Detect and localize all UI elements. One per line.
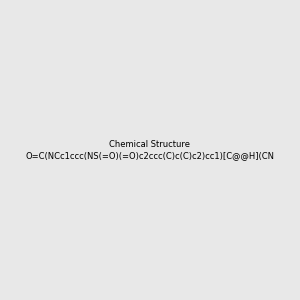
Text: Chemical Structure
O=C(NCc1ccc(NS(=O)(=O)c2ccc(C)c(C)c2)cc1)[C@@H](CN: Chemical Structure O=C(NCc1ccc(NS(=O)(=O… bbox=[26, 140, 275, 160]
